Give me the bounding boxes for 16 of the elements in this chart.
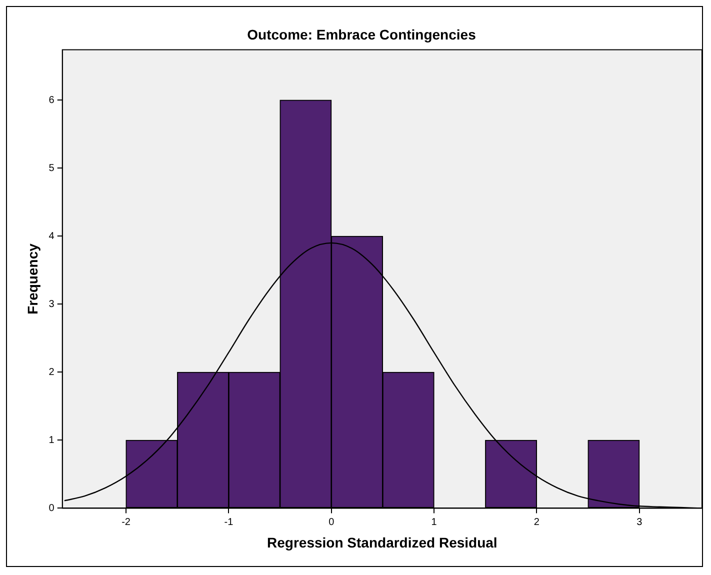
y-tick-label: 0 — [48, 502, 55, 514]
y-tick-label: 5 — [48, 162, 55, 174]
x-axis-title: Regression Standardized Residual — [267, 534, 498, 550]
x-tick-label: 3 — [636, 516, 643, 528]
y-tick-label: 6 — [48, 94, 55, 106]
y-axis-title: Frequency — [24, 243, 40, 314]
y-tick-label: 2 — [48, 366, 55, 378]
x-tick-label: 0 — [328, 516, 335, 528]
y-tick-label: 3 — [48, 298, 55, 310]
x-tick-label: -2 — [122, 516, 131, 528]
x-tick-label: 2 — [534, 516, 540, 528]
x-tick-label: -1 — [224, 516, 234, 528]
chart-title: Outcome: Embrace Contingencies — [247, 26, 476, 42]
y-tick-label: 4 — [48, 230, 55, 242]
x-tick-label: 1 — [431, 516, 438, 528]
y-tick-label: 1 — [48, 434, 55, 446]
